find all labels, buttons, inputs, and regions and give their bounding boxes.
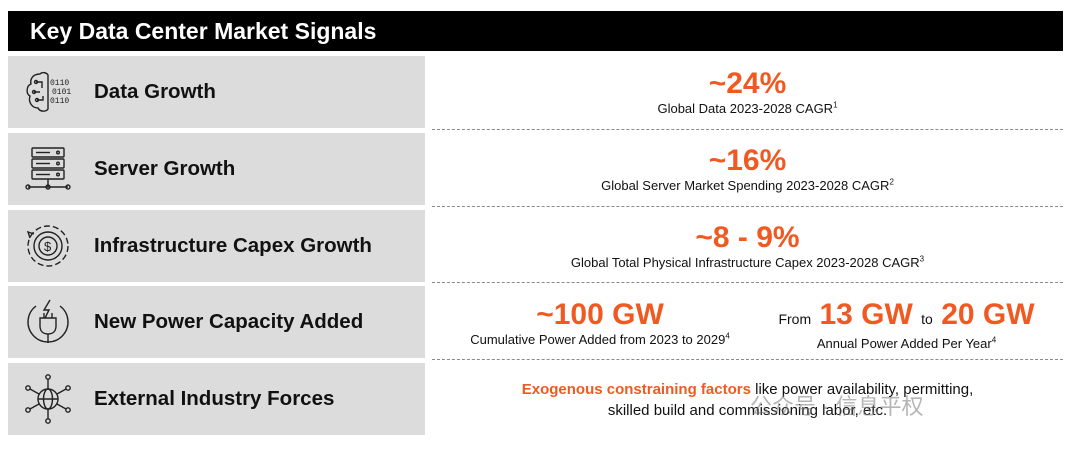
divider — [432, 129, 1063, 130]
globe-network-icon — [25, 374, 71, 424]
metric-desc: Global Total Physical Infrastructure Cap… — [570, 254, 925, 270]
metric-value: ~100 GW — [536, 298, 664, 331]
metric-desc: Cumulative Power Added from 2023 to 2029… — [470, 331, 730, 347]
metric-external: Exogenous constraining factors like powe… — [432, 379, 1063, 421]
row-label-data-growth: Data Growth — [94, 80, 216, 103]
svg-text:0110: 0110 — [50, 97, 69, 106]
page-title: Key Data Center Market Signals — [8, 11, 1063, 51]
external-line-1: Exogenous constraining factors like powe… — [521, 381, 974, 398]
divider — [432, 206, 1063, 207]
metric-data-growth: ~24% Global Data 2023-2028 CAGR1 — [432, 68, 1063, 118]
metric-desc: Global Server Market Spending 2023-2028 … — [601, 177, 894, 193]
metric-desc: Annual Power Added Per Year4 — [816, 335, 997, 351]
metric-range: From 13 GW to 20 GW — [778, 298, 1035, 331]
metric-power-annual: From 13 GW to 20 GW Annual Power Added P… — [750, 299, 1063, 353]
row-label-server-growth: Server Growth — [94, 157, 236, 180]
metric-server-growth: ~16% Global Server Market Spending 2023-… — [432, 145, 1063, 195]
metric-value: ~8 - 9% — [695, 221, 800, 254]
svg-text:0101: 0101 — [52, 88, 71, 97]
row-label-external-forces: External Industry Forces — [94, 387, 335, 410]
metric-capex-growth: ~8 - 9% Global Total Physical Infrastruc… — [432, 222, 1063, 272]
divider — [432, 359, 1063, 360]
row-capex-growth: $ Infrastructure Capex Growth — [8, 210, 425, 282]
svg-text:$: $ — [44, 239, 52, 254]
metric-power-cumulative: ~100 GW Cumulative Power Added from 2023… — [432, 299, 768, 349]
dollar-cycle-icon: $ — [26, 225, 69, 267]
metric-value: ~24% — [708, 67, 787, 100]
brain-binary-icon: 0110 0101 0110 — [26, 71, 71, 112]
row-server-growth: Server Growth — [8, 133, 425, 205]
server-rack-icon — [25, 147, 71, 190]
metric-desc: Global Data 2023-2028 CAGR1 — [657, 100, 838, 116]
row-external-forces: External Industry Forces — [8, 363, 425, 435]
metric-value: ~16% — [708, 144, 787, 177]
divider — [432, 282, 1063, 283]
row-label-capex-growth: Infrastructure Capex Growth — [94, 234, 372, 257]
external-line-2: skilled build and commissioning labor, e… — [607, 402, 888, 419]
row-label-power-capacity: New Power Capacity Added — [94, 310, 364, 333]
row-power-capacity: New Power Capacity Added — [8, 286, 425, 358]
power-plug-icon — [27, 299, 69, 343]
watermark: 公众号 · 信息平权 — [750, 394, 924, 419]
svg-text:0110: 0110 — [50, 79, 69, 88]
row-data-growth: 0110 0101 0110 Data Growth — [8, 56, 425, 128]
